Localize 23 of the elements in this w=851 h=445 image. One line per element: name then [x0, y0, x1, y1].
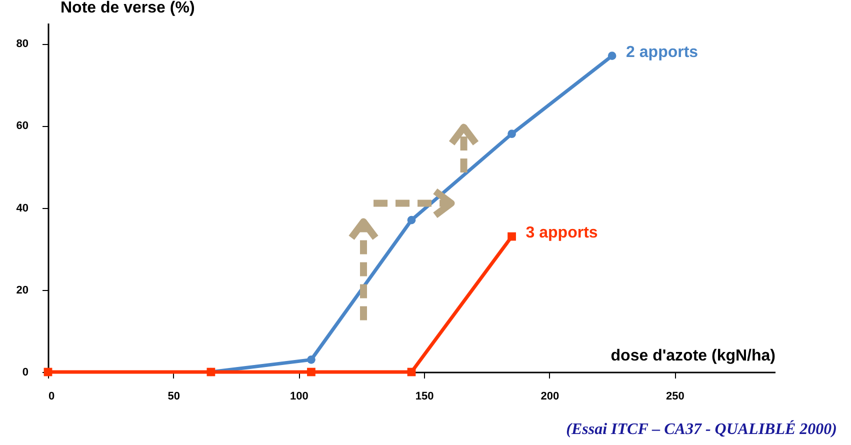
y-tick-label: 60: [16, 120, 28, 132]
x-tick-label: 150: [415, 390, 434, 402]
x-tick-label: 250: [666, 390, 684, 402]
text: (Essai ITCF – CA37 - QUALIBLÉ 2000): [566, 421, 837, 439]
x-axis-title: dose d'azote (kgN/ha): [610, 348, 776, 364]
y-tick-label: 80: [16, 38, 28, 50]
point: [407, 216, 416, 224]
point: [407, 368, 416, 376]
x-tick-label: 0: [48, 390, 55, 402]
point: [508, 130, 516, 138]
y-tick-label: 20: [16, 284, 28, 296]
y-tick-label: 0: [22, 366, 28, 378]
series-label: 2 apports: [626, 44, 698, 61]
series-label: 3 apports: [526, 224, 598, 242]
y-tick-label: 40: [16, 202, 28, 214]
point: [307, 368, 316, 376]
point: [307, 356, 316, 364]
x-tick-label: 200: [540, 390, 560, 402]
point: [508, 232, 516, 241]
x-tick-label: 100: [290, 390, 308, 402]
x-tick-label: 50: [168, 390, 180, 402]
y-axis-title: Note de verse (%): [60, 0, 195, 16]
point: [608, 52, 616, 60]
